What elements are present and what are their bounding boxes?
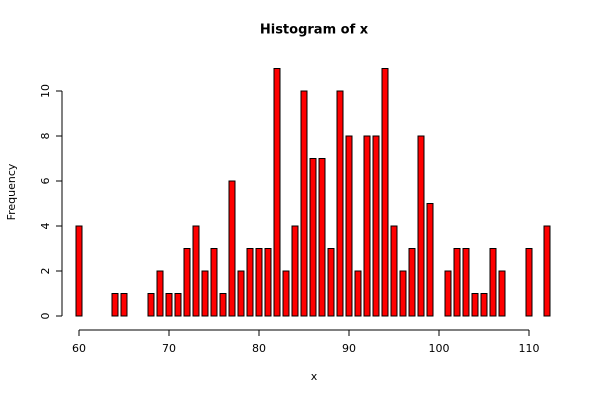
bar (318, 158, 326, 317)
y-tick-label: 6 (39, 178, 52, 185)
bar (174, 293, 182, 317)
x-axis-label: x (311, 370, 318, 383)
bar (399, 270, 407, 317)
bar (489, 248, 497, 317)
bar (309, 158, 317, 317)
bar (471, 293, 479, 317)
bar (480, 293, 488, 317)
bar (417, 135, 425, 317)
bar (426, 203, 434, 317)
bar (210, 248, 218, 317)
y-axis-label: Frequency (5, 163, 18, 220)
bar (228, 180, 236, 317)
chart-title: Histogram of x (260, 23, 369, 38)
bar (165, 293, 173, 317)
bar (336, 90, 344, 317)
y-tick-label: 10 (39, 84, 52, 98)
bar (192, 225, 200, 317)
bar (354, 270, 362, 317)
x-tick-label: 110 (519, 342, 540, 355)
x-tick-label: 90 (342, 342, 356, 355)
bar (120, 293, 128, 317)
bar (372, 135, 380, 317)
y-tick-label: 2 (39, 268, 52, 275)
bar (255, 248, 263, 317)
bar (408, 248, 416, 317)
bar (390, 225, 398, 317)
y-tick-label: 0 (39, 313, 52, 320)
bar (282, 270, 290, 317)
bar (147, 293, 155, 317)
bar (327, 248, 335, 317)
x-tick-label: 70 (162, 342, 176, 355)
bar (363, 135, 371, 317)
bar (264, 248, 272, 317)
bar (345, 135, 353, 317)
bar (300, 90, 308, 317)
bar (273, 68, 281, 317)
bar (111, 293, 119, 317)
bar (381, 68, 389, 317)
y-tick-label: 4 (39, 223, 52, 230)
bar (291, 225, 299, 317)
bar (219, 293, 227, 317)
bar (75, 225, 83, 317)
x-tick-label: 100 (429, 342, 450, 355)
bar (462, 248, 470, 317)
bar (183, 248, 191, 317)
bar (525, 248, 533, 317)
bar (498, 270, 506, 317)
x-tick-label: 80 (252, 342, 266, 355)
bar (453, 248, 461, 317)
bar (237, 270, 245, 317)
bar (201, 270, 209, 317)
bar (246, 248, 254, 317)
y-tick-label: 8 (39, 133, 52, 140)
bar (543, 225, 551, 317)
bar (444, 270, 452, 317)
x-tick-label: 60 (72, 342, 86, 355)
bar (156, 270, 164, 317)
